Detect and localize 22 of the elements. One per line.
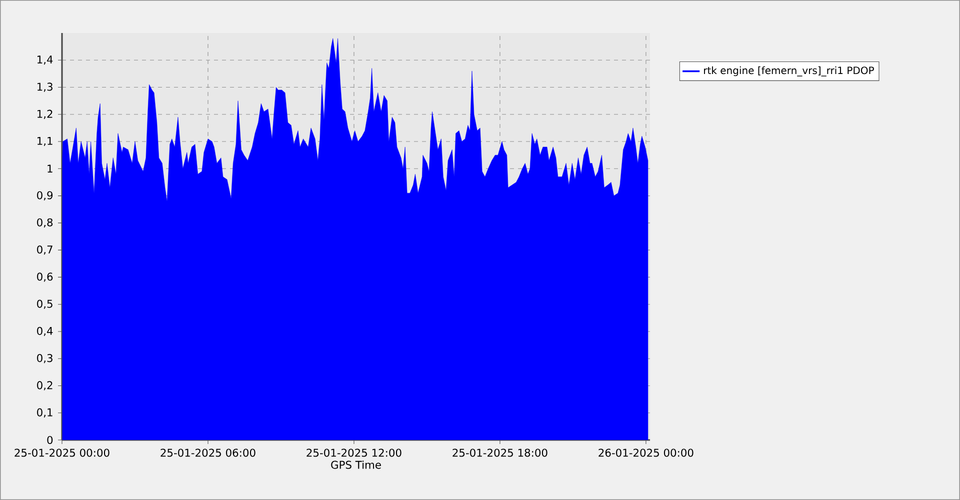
x-tick-label: 26-01-2025 00:00 xyxy=(598,448,694,457)
y-tick-label: 1,3 xyxy=(38,82,52,92)
y-tick-label: 0 xyxy=(47,436,53,444)
x-axis-title: GPS Time xyxy=(331,460,381,469)
y-tick-label: 0,7 xyxy=(37,245,52,255)
x-tick-label: 25-01-2025 00:00 xyxy=(14,448,110,457)
legend-label: rtk engine [femern_vrs]_rri1 PDOP xyxy=(704,66,874,76)
x-tick-label: 25-01-2025 12:00 xyxy=(306,448,402,457)
y-tick-label: 1,2 xyxy=(38,110,52,119)
y-tick-label: 0,8 xyxy=(37,218,53,228)
y-tick-label: 0,1 xyxy=(37,408,52,418)
y-tick-label: 0,2 xyxy=(37,381,52,390)
x-tick-label: 25-01-2025 06:00 xyxy=(160,448,256,457)
y-tick-label: 1,1 xyxy=(38,137,52,146)
y-tick-label: 1 xyxy=(48,164,52,173)
y-tick-label: 0,6 xyxy=(37,272,53,282)
y-tick-label: 0,4 xyxy=(37,326,53,336)
y-tick-label: 1,4 xyxy=(38,56,53,65)
y-tick-label: 0,5 xyxy=(37,300,52,309)
y-tick-label: 0,9 xyxy=(37,191,53,200)
y-tick-label: 0,3 xyxy=(37,354,52,364)
x-tick-label: 25-01-2025 18:00 xyxy=(452,448,548,457)
